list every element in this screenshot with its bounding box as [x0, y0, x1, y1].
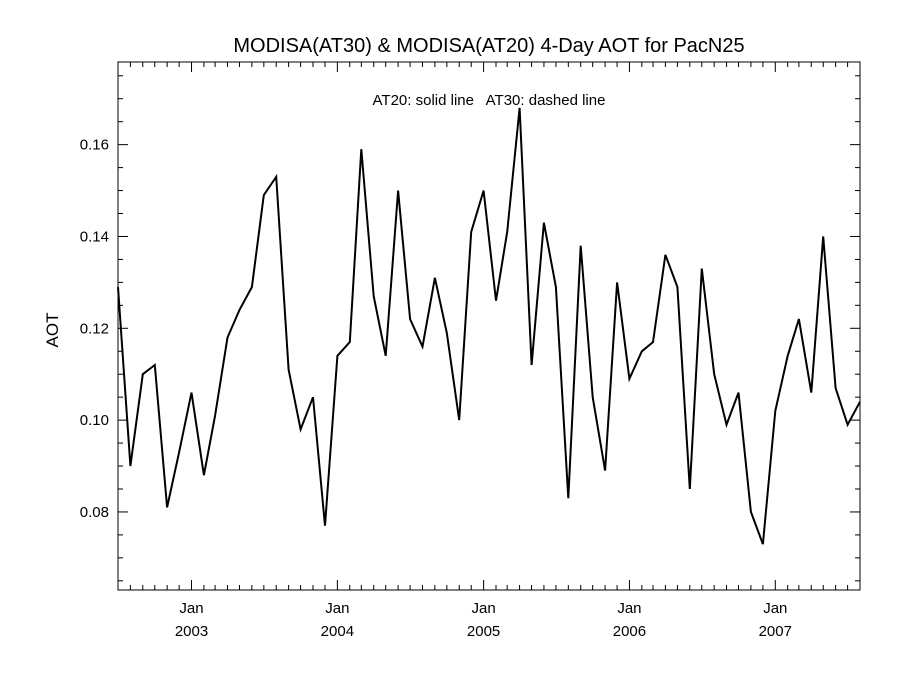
axis-ticks — [117, 62, 861, 590]
y-axis-label: AOT — [43, 313, 62, 348]
chart-annotation: AT20: solid line AT30: dashed line — [373, 92, 606, 109]
x-tick-month-label: Jan — [472, 600, 496, 617]
x-tick-year-label: 2007 — [759, 623, 792, 640]
x-tick-month-label: Jan — [617, 600, 641, 617]
y-tick-label: 0.10 — [80, 412, 109, 429]
x-tick-year-label: 2003 — [175, 623, 208, 640]
chart-title: MODISA(AT30) & MODISA(AT20) 4-Day AOT fo… — [233, 35, 744, 57]
x-tick-year-label: 2004 — [321, 623, 354, 640]
x-tick-year-label: 2006 — [613, 623, 646, 640]
x-tick-month-label: Jan — [179, 600, 203, 617]
series-layer — [117, 107, 861, 545]
series-line-at20 — [117, 107, 861, 545]
x-tick-year-label: 2005 — [467, 623, 500, 640]
y-tick-label: 0.16 — [80, 137, 109, 154]
y-tick-label: 0.12 — [80, 320, 109, 337]
x-tick-month-label: Jan — [325, 600, 349, 617]
y-tick-label: 0.14 — [80, 228, 109, 245]
y-tick-label: 0.08 — [80, 504, 109, 521]
x-tick-month-label: Jan — [763, 600, 787, 617]
tick-labels: 0.08 0.10 0.12 0.14 0.16 Jan 2003 Jan 2004 Jan 200… — [80, 137, 792, 640]
plot-frame — [117, 61, 861, 591]
